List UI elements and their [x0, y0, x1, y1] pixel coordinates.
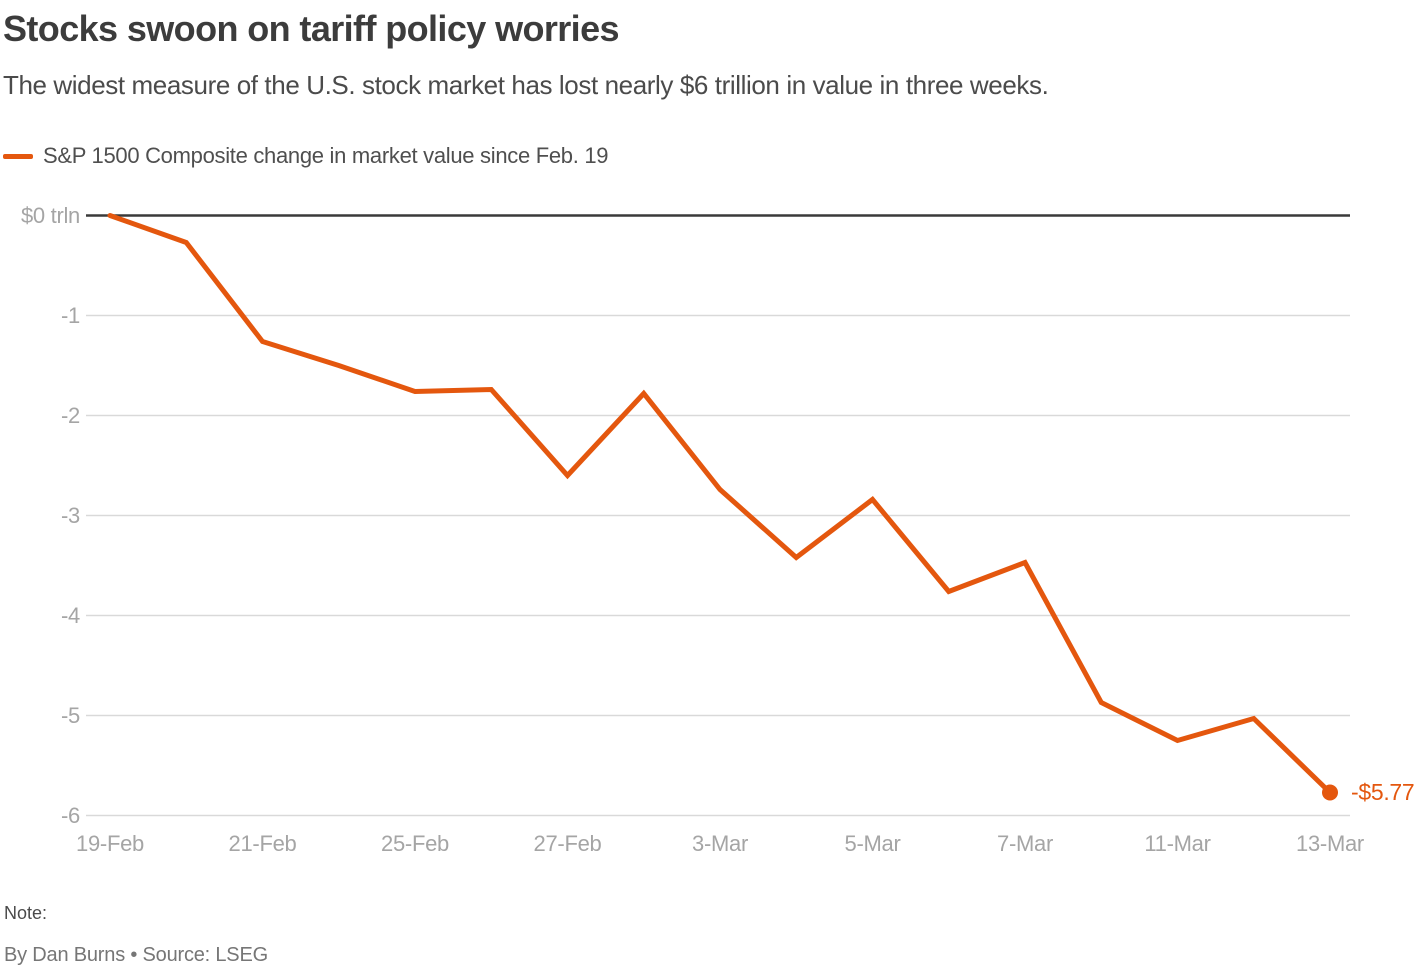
- legend-line-swatch: [3, 153, 33, 159]
- endpoint-marker: [1322, 784, 1338, 801]
- x-axis-tick-label: 11-Mar: [1144, 831, 1211, 856]
- legend: S&P 1500 Composite change in market valu…: [3, 143, 609, 169]
- chart-title: Stocks swoon on tariff policy worries: [3, 8, 620, 49]
- chart-subtitle: The widest measure of the U.S. stock mar…: [3, 70, 1049, 100]
- y-axis-tick-label: -4: [61, 602, 80, 628]
- x-axis-tick-label: 5-Mar: [844, 831, 901, 856]
- x-axis-tick-label: 13-Mar: [1296, 831, 1364, 856]
- x-axis-tick-label: 27-Feb: [533, 831, 602, 856]
- x-axis-tick-label: 3-Mar: [692, 831, 748, 856]
- note-label: Note:: [4, 903, 48, 923]
- y-axis-tick-label: $0 trln: [20, 202, 80, 228]
- x-axis-tick-label: 21-Feb: [228, 831, 297, 856]
- y-axis-tick-label: -2: [61, 402, 80, 428]
- y-axis-tick-label: -6: [61, 802, 80, 828]
- x-axis-tick-label: 7-Mar: [997, 831, 1053, 856]
- y-axis-tick-label: -1: [61, 302, 80, 328]
- y-axis-tick-label: -3: [61, 502, 80, 528]
- legend-label: S&P 1500 Composite change in market valu…: [43, 143, 609, 168]
- series-line: [107, 213, 1333, 795]
- endpoint-value-label: -$5.77: [1351, 778, 1415, 805]
- byline-source: By Dan Burns • Source: LSEG: [4, 944, 268, 966]
- x-axis-tick-label: 25-Feb: [381, 831, 449, 856]
- y-axis-tick-label: -5: [61, 702, 80, 728]
- x-axis-tick-label: 19-Feb: [76, 831, 144, 856]
